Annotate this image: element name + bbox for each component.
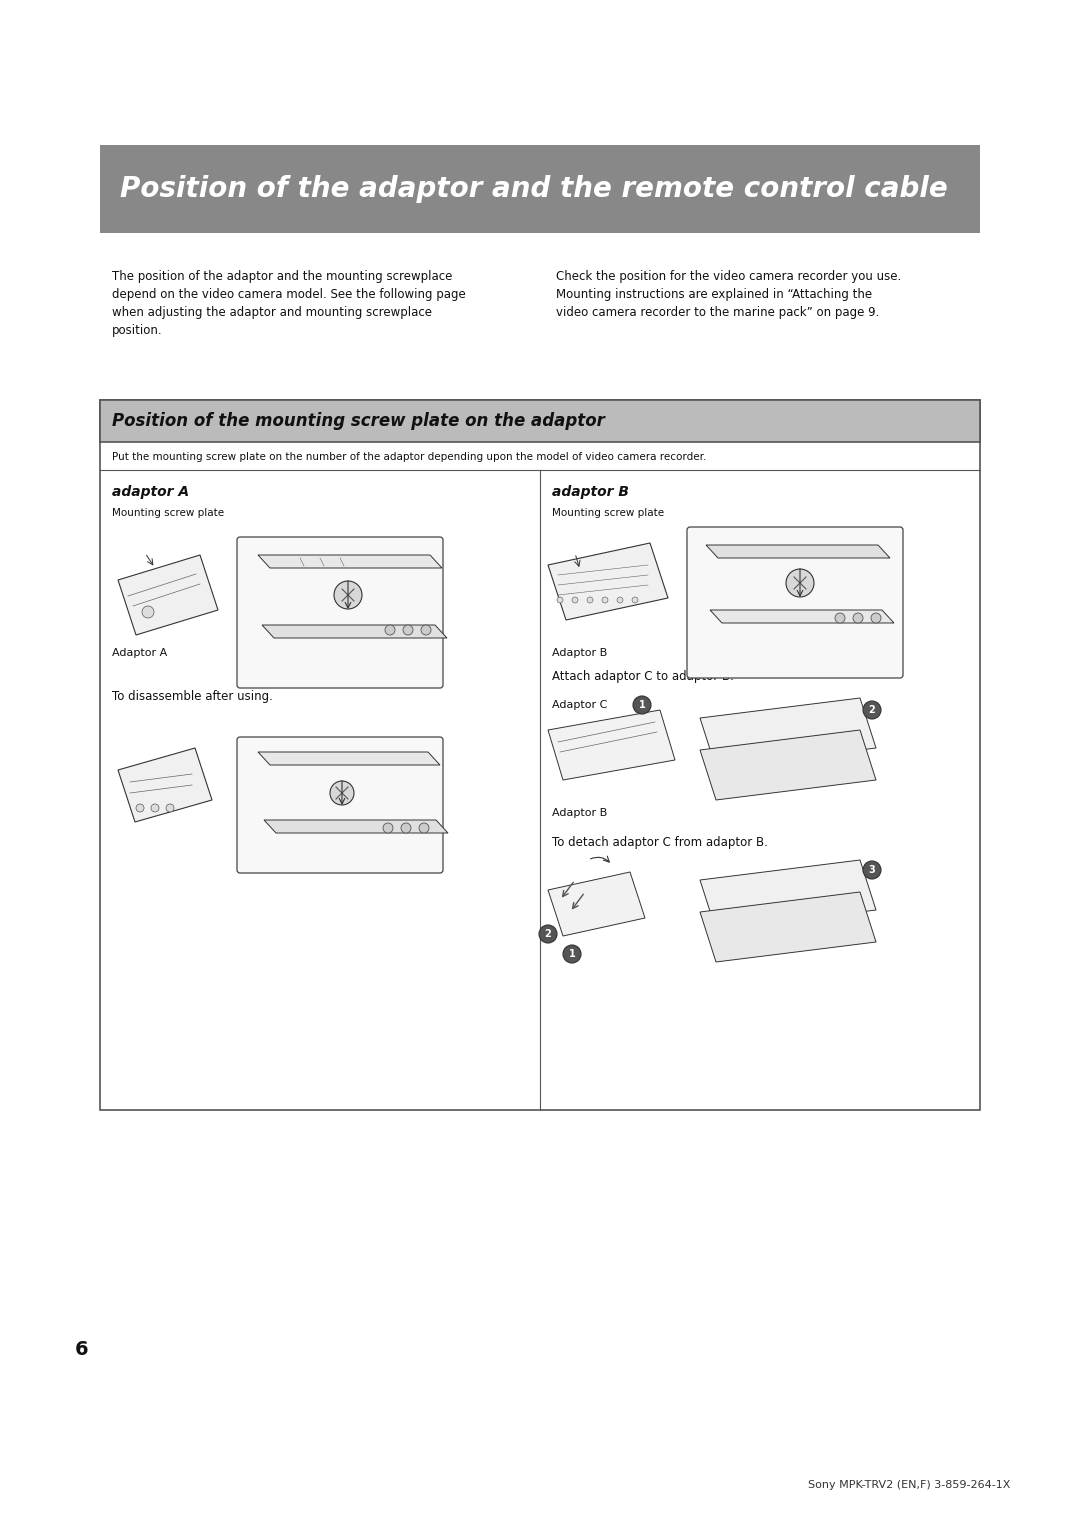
Circle shape: [786, 570, 814, 597]
Circle shape: [633, 697, 651, 713]
Polygon shape: [710, 609, 894, 623]
Text: The position of the adaptor and the mounting screwplace
depend on the video came: The position of the adaptor and the moun…: [112, 269, 465, 337]
Polygon shape: [700, 860, 876, 929]
Text: 3: 3: [868, 865, 876, 876]
Polygon shape: [548, 710, 675, 779]
Circle shape: [572, 597, 578, 603]
Circle shape: [853, 612, 863, 623]
Text: 2: 2: [544, 929, 552, 939]
Text: Adaptor C: Adaptor C: [552, 700, 607, 710]
Text: 6: 6: [75, 1340, 89, 1360]
Text: adaptor B: adaptor B: [552, 485, 629, 499]
Polygon shape: [700, 893, 876, 961]
Circle shape: [563, 945, 581, 963]
Circle shape: [632, 597, 638, 603]
Polygon shape: [700, 698, 876, 769]
Circle shape: [588, 597, 593, 603]
Text: Adaptor B: Adaptor B: [552, 648, 607, 658]
Text: 1: 1: [569, 949, 576, 958]
Circle shape: [403, 625, 413, 635]
Text: Adaptor A: Adaptor A: [112, 648, 167, 658]
FancyBboxPatch shape: [687, 527, 903, 678]
Circle shape: [401, 824, 411, 833]
Polygon shape: [548, 544, 669, 620]
Polygon shape: [118, 556, 218, 635]
Text: Check the position for the video camera recorder you use.
Mounting instructions : Check the position for the video camera …: [556, 269, 901, 318]
Circle shape: [421, 625, 431, 635]
Text: Mounting screw plate: Mounting screw plate: [552, 508, 664, 517]
Text: Adaptor B: Adaptor B: [552, 808, 607, 818]
Text: Attach adaptor C to adaptor B.: Attach adaptor C to adaptor B.: [552, 671, 734, 683]
FancyBboxPatch shape: [237, 537, 443, 687]
Circle shape: [617, 597, 623, 603]
Polygon shape: [548, 873, 645, 935]
Circle shape: [863, 701, 881, 720]
FancyBboxPatch shape: [237, 736, 443, 873]
Circle shape: [863, 860, 881, 879]
Circle shape: [330, 781, 354, 805]
Circle shape: [383, 824, 393, 833]
Circle shape: [602, 597, 608, 603]
Polygon shape: [258, 556, 442, 568]
Text: 2: 2: [868, 704, 876, 715]
Circle shape: [870, 612, 881, 623]
Polygon shape: [262, 625, 447, 638]
Text: Mounting screw plate: Mounting screw plate: [112, 508, 225, 517]
Circle shape: [539, 925, 557, 943]
Text: To detach adaptor C from adaptor B.: To detach adaptor C from adaptor B.: [552, 836, 768, 850]
Text: 1: 1: [638, 700, 646, 710]
FancyBboxPatch shape: [100, 400, 980, 442]
Circle shape: [384, 625, 395, 635]
Text: Put the mounting screw plate on the number of the adaptor depending upon the mod: Put the mounting screw plate on the numb…: [112, 452, 706, 462]
Text: Position of the adaptor and the remote control cable: Position of the adaptor and the remote c…: [120, 175, 948, 204]
FancyBboxPatch shape: [100, 145, 980, 233]
Polygon shape: [264, 821, 448, 833]
FancyBboxPatch shape: [100, 400, 980, 1110]
Circle shape: [141, 606, 154, 619]
Text: To disassemble after using.: To disassemble after using.: [112, 690, 273, 703]
Circle shape: [419, 824, 429, 833]
Circle shape: [136, 804, 144, 811]
Circle shape: [151, 804, 159, 811]
Polygon shape: [700, 730, 876, 801]
Polygon shape: [706, 545, 890, 557]
Circle shape: [835, 612, 845, 623]
Text: Position of the mounting screw plate on the adaptor: Position of the mounting screw plate on …: [112, 412, 605, 430]
Polygon shape: [118, 749, 212, 822]
Circle shape: [166, 804, 174, 811]
Text: adaptor A: adaptor A: [112, 485, 189, 499]
Polygon shape: [258, 752, 440, 766]
Circle shape: [557, 597, 563, 603]
Circle shape: [334, 580, 362, 609]
Text: Sony MPK-TRV2 (EN,F) 3-859-264-1X: Sony MPK-TRV2 (EN,F) 3-859-264-1X: [808, 1480, 1010, 1490]
